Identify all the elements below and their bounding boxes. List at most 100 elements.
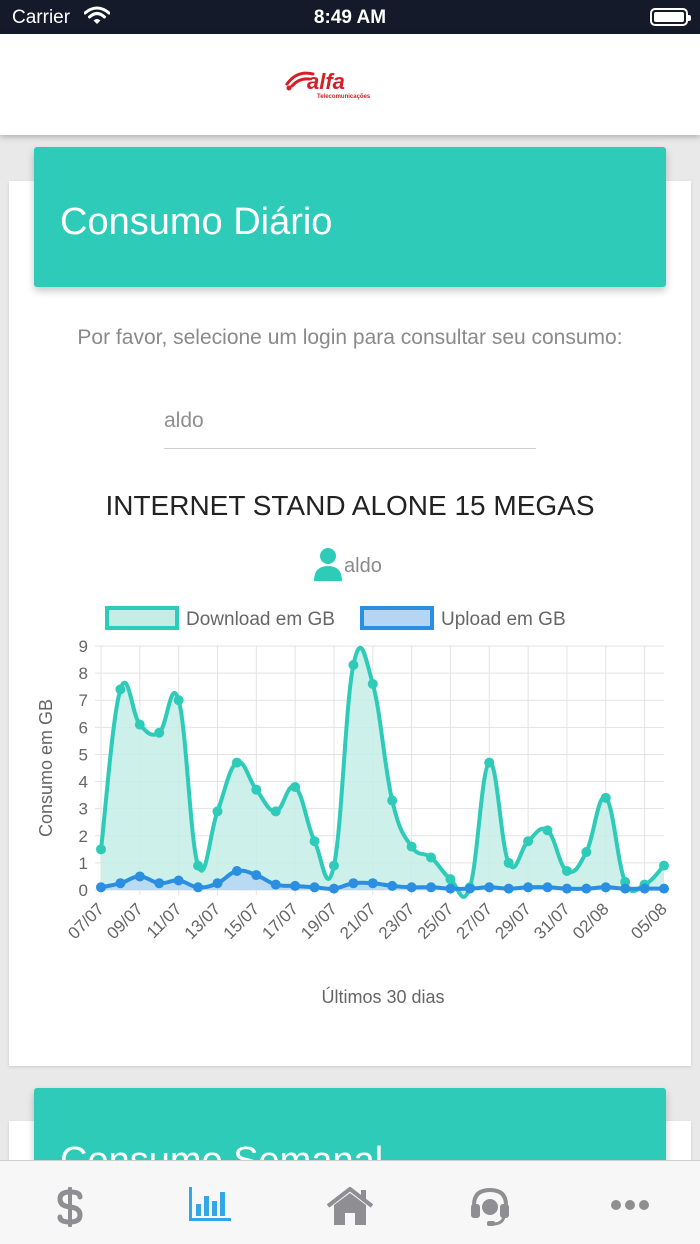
x-tick-label: 07/07 (64, 899, 108, 943)
x-tick-label: 21/07 (336, 899, 380, 943)
data-point (212, 878, 223, 889)
y-tick-label: 5 (79, 745, 88, 764)
data-point (154, 878, 165, 889)
status-time: 8:49 AM (313, 7, 387, 28)
y-tick-label: 1 (79, 854, 88, 873)
tab-consumption[interactable] (140, 1161, 280, 1244)
data-point (561, 866, 572, 877)
x-tick-label: 02/08 (569, 899, 613, 943)
user-icon (314, 548, 342, 581)
data-point (173, 695, 184, 706)
daily-consumption-chart: 0 1 2 3 4 5 6 7 8 9 07/0709/0711/0713/0715/0717/07… (36, 606, 671, 1007)
status-bar: Carrier 8:49 AM (0, 0, 700, 34)
data-point (270, 806, 281, 817)
data-point (134, 719, 145, 730)
x-tick-label: 13/07 (181, 899, 225, 943)
y-tick-label: 9 (79, 637, 88, 656)
dollar-icon (57, 1187, 83, 1227)
data-point (231, 757, 242, 768)
x-tick-label: 31/07 (530, 899, 574, 943)
series-area-1 (101, 870, 664, 890)
headset-icon (471, 1187, 509, 1226)
series-area-0 (101, 647, 664, 897)
data-point (523, 836, 534, 847)
legend-label-1: Upload em GB (441, 609, 566, 630)
data-point (659, 883, 669, 894)
home-icon (326, 1187, 374, 1225)
user-name: aldo (344, 555, 382, 577)
daily-consumption-title: Consumo Diário (60, 201, 333, 243)
data-point (503, 883, 514, 894)
login-select[interactable]: aldo (164, 405, 536, 449)
data-point (387, 880, 398, 891)
data-point (367, 878, 378, 889)
data-point (328, 883, 339, 894)
x-tick-label: 23/07 (375, 899, 419, 943)
logo-subtext: Telecomunicações (317, 94, 371, 100)
wifi-icon (84, 6, 110, 24)
data-point (290, 781, 301, 792)
legend-swatch-1 (360, 606, 434, 630)
data-point (251, 784, 262, 795)
weekly-consumption-header: Consumo Semanal (34, 1088, 666, 1182)
data-point (484, 882, 495, 893)
tab-support[interactable] (420, 1161, 560, 1244)
tab-home[interactable] (280, 1161, 420, 1244)
data-point (348, 878, 359, 889)
alfa-logo: alfa Telecomunicações (285, 69, 371, 100)
data-point (367, 678, 378, 689)
data-point (115, 684, 126, 695)
data-point (581, 847, 592, 858)
app-header: alfa Telecomunicações (0, 34, 700, 135)
data-point (620, 883, 631, 894)
daily-consumption-header: Consumo Diário (34, 147, 666, 287)
data-point (251, 870, 262, 881)
data-point (96, 844, 106, 855)
bar-chart-icon (189, 1187, 231, 1221)
y-tick-label: 4 (79, 773, 88, 792)
data-point (193, 882, 204, 893)
data-point (270, 879, 281, 890)
data-point (523, 882, 534, 893)
x-tick-label: 05/08 (627, 899, 671, 943)
data-point (445, 883, 456, 894)
data-point (406, 841, 417, 852)
data-point (348, 659, 359, 670)
y-tick-label: 6 (79, 718, 88, 737)
tab-bar (0, 1160, 700, 1244)
logo-text: alfa (307, 69, 345, 94)
data-point (426, 882, 437, 893)
data-point (542, 882, 553, 893)
data-point (115, 878, 126, 889)
more-icon (611, 1200, 649, 1210)
data-point (581, 883, 592, 894)
data-point (173, 875, 184, 886)
data-point (445, 874, 456, 885)
data-point (212, 806, 223, 817)
data-point (134, 871, 145, 882)
x-axis-label: Últimos 30 dias (321, 986, 444, 1007)
y-tick-label: 3 (79, 800, 88, 819)
x-tick-label: 25/07 (414, 899, 458, 943)
login-select-value: aldo (164, 409, 204, 432)
x-tick-label: 09/07 (103, 899, 147, 943)
tab-billing[interactable] (0, 1161, 140, 1244)
login-prompt: Por favor, selecione um login para consu… (77, 326, 623, 349)
tab-more[interactable] (560, 1161, 700, 1244)
battery-icon (650, 8, 691, 26)
data-point (659, 860, 669, 871)
data-point (309, 882, 320, 893)
y-tick-label: 2 (79, 827, 88, 846)
data-point (231, 866, 242, 877)
data-point (96, 882, 106, 893)
y-tick-label: 7 (79, 691, 88, 710)
x-tick-label: 11/07 (143, 899, 186, 942)
data-point (639, 883, 650, 894)
data-point (561, 883, 572, 894)
data-point (309, 836, 320, 847)
legend-label-0: Download em GB (186, 609, 335, 630)
carrier-label: Carrier (12, 7, 71, 28)
x-tick-label: 17/07 (258, 899, 302, 943)
data-point (406, 882, 417, 893)
data-point (484, 757, 495, 768)
